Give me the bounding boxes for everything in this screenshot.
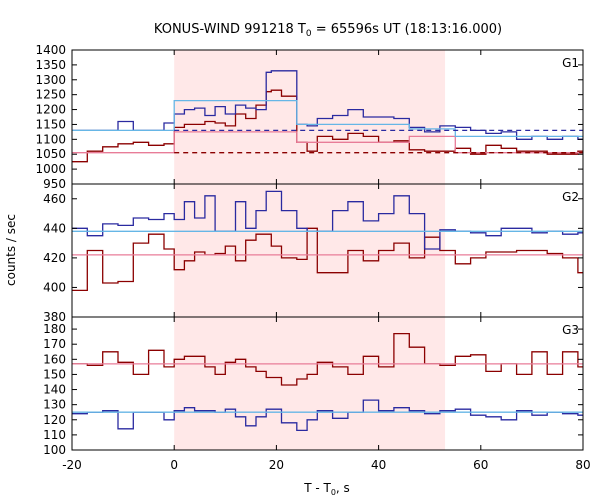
series-blue-line (72, 70, 583, 140)
panel-frame (71, 316, 584, 451)
y-tick-label: 1350 (35, 58, 66, 72)
shaded-interval (174, 317, 446, 450)
series-blue-line (72, 190, 583, 250)
x-tick-label: 20 (269, 458, 284, 472)
y-tick-label: 130 (43, 398, 66, 412)
y-tick-label: 950 (43, 177, 66, 191)
y-tick-label: 420 (43, 251, 66, 265)
y-tick-label: 1050 (35, 147, 66, 161)
y-tick-label: 1150 (35, 117, 66, 131)
y-tick-label: 120 (43, 413, 66, 427)
panel-label: G2 (562, 190, 579, 204)
x-tick-label: 60 (473, 458, 488, 472)
y-tick-label: 170 (43, 337, 66, 351)
y-tick-label: 160 (43, 352, 66, 366)
x-tick-label: 80 (575, 458, 590, 472)
y-tick-label: 400 (43, 280, 66, 294)
chart-title: KONUS-WIND 991218 T0 = 65596s UT (18:13:… (154, 22, 502, 39)
y-tick-label: 1400 (35, 43, 66, 57)
y-tick-label: 1200 (35, 103, 66, 117)
x-tick-label: -20 (62, 458, 82, 472)
y-tick-label: 100 (43, 443, 66, 457)
series-dark-red-line (72, 227, 583, 292)
shaded-interval (174, 184, 446, 317)
panel-label: G3 (562, 323, 579, 337)
y-tick-label: 1100 (35, 132, 66, 146)
y-tick-label: 440 (43, 221, 66, 235)
series-light-blue-line (72, 99, 583, 138)
y-tick-label: 460 (43, 192, 66, 206)
y-tick-label: 1000 (35, 162, 66, 176)
series-pink-line (72, 131, 583, 154)
y-tick-label: 1250 (35, 88, 66, 102)
y-tick-label: 150 (43, 367, 66, 381)
x-tick-label: 0 (170, 458, 178, 472)
y-tick-label: 1300 (35, 73, 66, 87)
y-tick-label: 110 (43, 428, 66, 442)
y-tick-label: 380 (43, 310, 66, 324)
panel-g2: 380 400 420 440 460 G2 (43, 183, 584, 324)
series-blue-line (72, 399, 583, 432)
y-tick-label: 140 (43, 383, 66, 397)
y-tick-label: 180 (43, 322, 66, 336)
series-dark-red-line (72, 332, 583, 386)
x-tick-label: 40 (371, 458, 386, 472)
panel-label: G1 (562, 56, 579, 70)
y-axis-label: counts / sec (4, 214, 18, 286)
x-axis-label: T - T0, s (303, 481, 350, 497)
shaded-interval (174, 50, 446, 184)
